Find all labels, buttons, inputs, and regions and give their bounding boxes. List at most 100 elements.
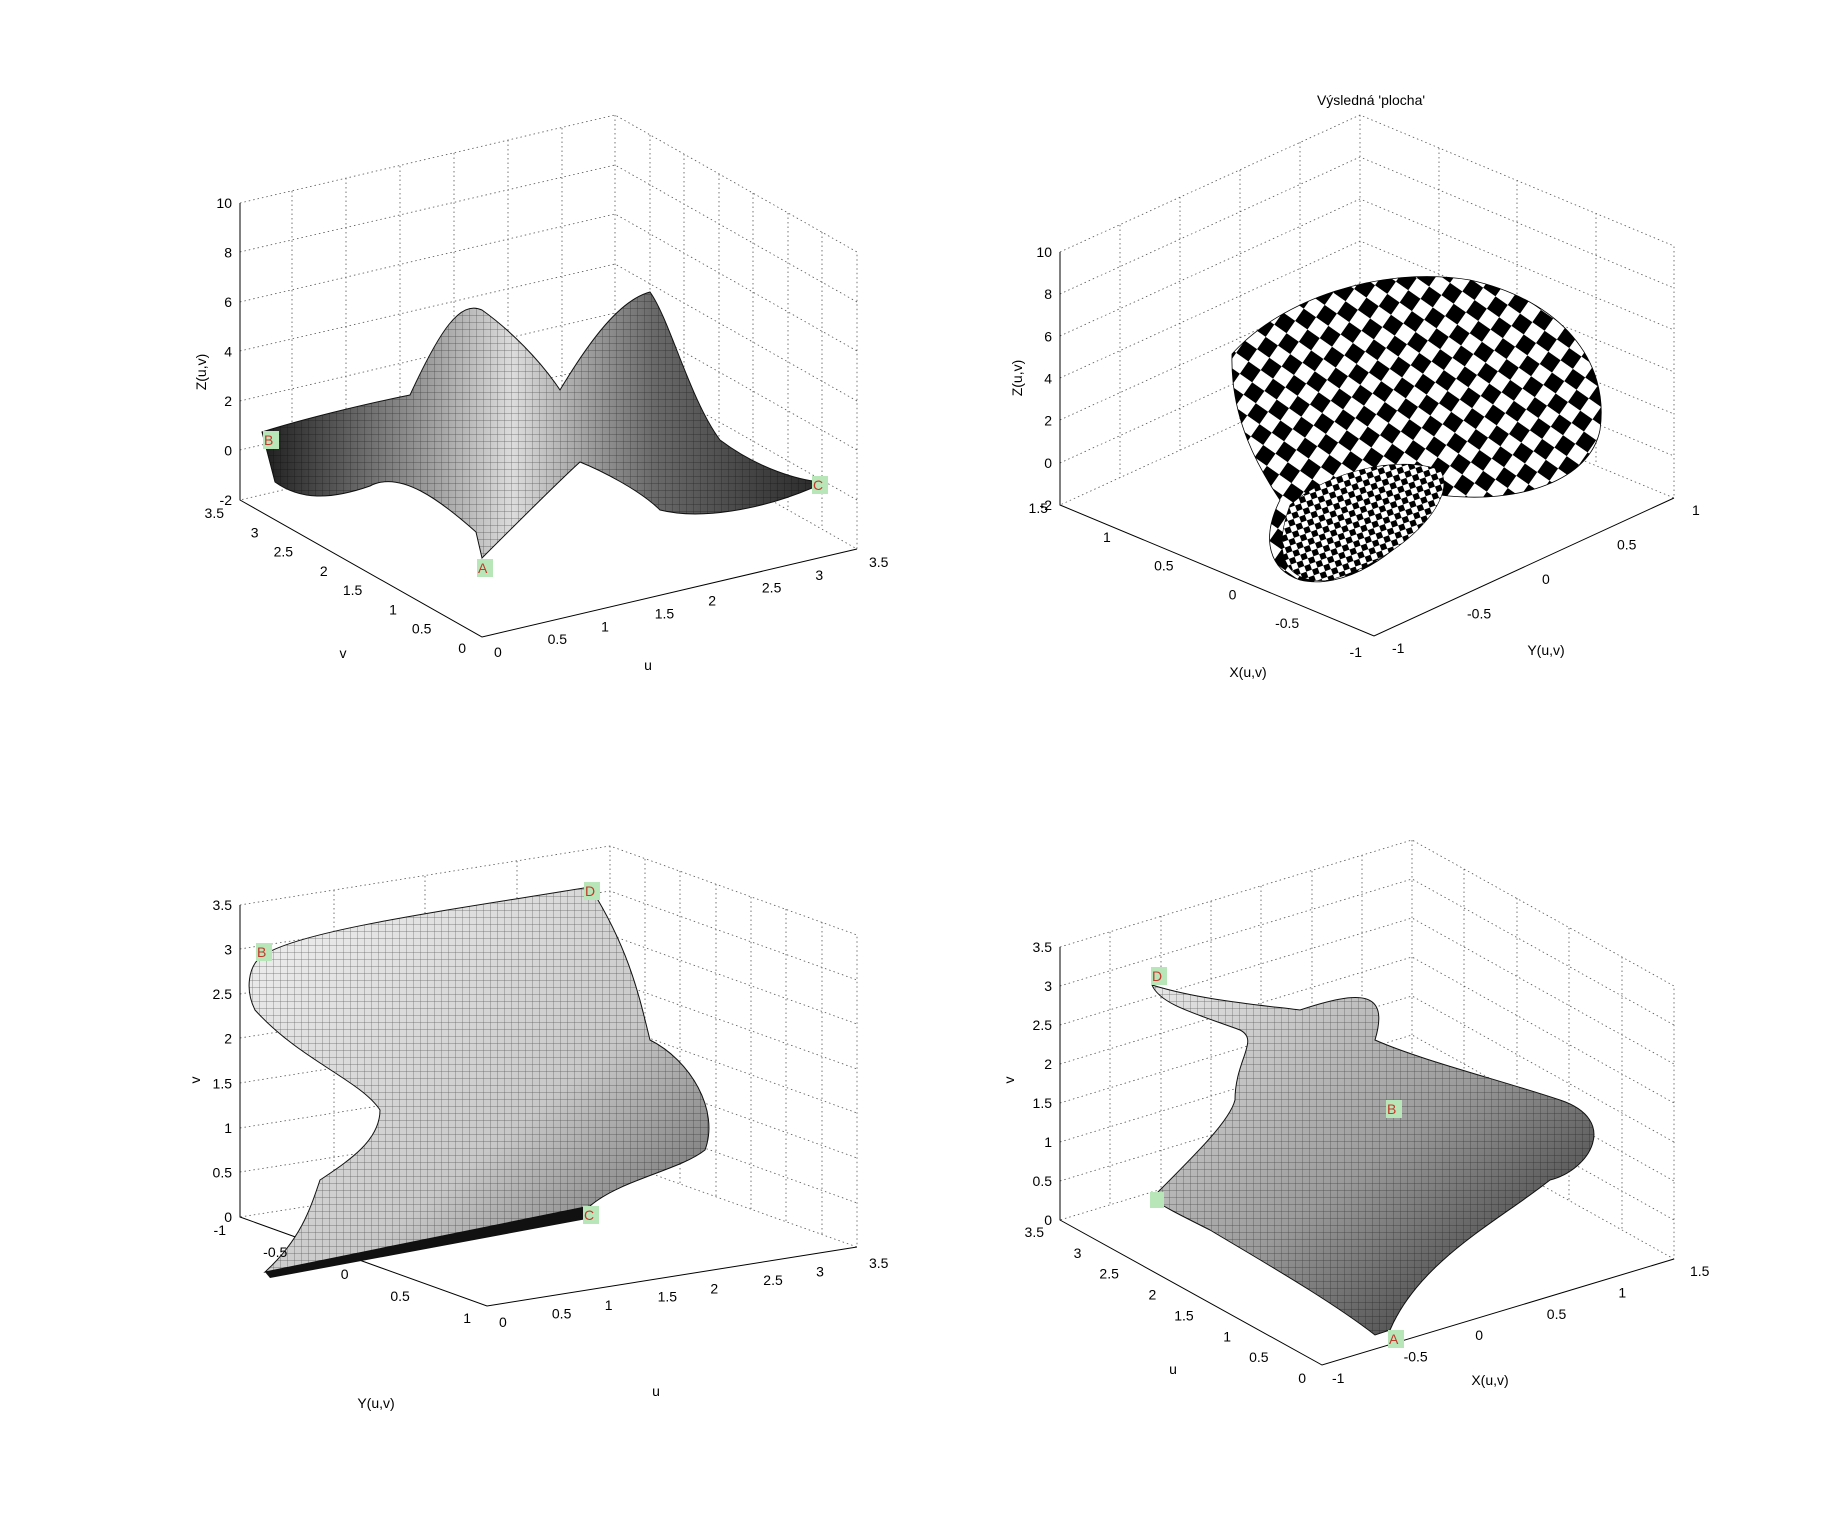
tick-label-3-x: 3 xyxy=(816,1263,824,1279)
tick-label-1-y: 1.5 xyxy=(343,582,363,598)
tick-label-2-z: 6 xyxy=(1044,328,1052,344)
zlabel-1: Z(u,v) xyxy=(193,354,209,391)
tick-label-4-y: 3 xyxy=(1074,1245,1082,1261)
svg-text:B: B xyxy=(257,944,266,960)
marker-3-C: C xyxy=(583,1206,599,1224)
tick-label-3-x: 2.5 xyxy=(763,1272,783,1288)
tick-label-1-x: 1.5 xyxy=(655,605,675,621)
tick-label-3-z: 1.5 xyxy=(213,1075,233,1091)
svg-text:B: B xyxy=(264,432,273,448)
tick-label-2-z: -2 xyxy=(1040,497,1053,513)
zlabel-4: v xyxy=(1001,1077,1017,1084)
tick-label-3-x: 1 xyxy=(605,1297,613,1313)
chart-panel-3: 0 0.5 1 1.5 2 2.5 3 3.5 0 0.5 1 1.5 2 2.5 3 3.5 -1 -0.5 0 0… xyxy=(187,845,889,1411)
axes-box-2 xyxy=(1059,114,1675,637)
tick-label-4-y: 2.5 xyxy=(1099,1266,1119,1282)
tick-label-2-x: 0 xyxy=(1229,586,1237,602)
tick-label-2-z: 0 xyxy=(1044,455,1052,471)
marker-4-D: D xyxy=(1151,967,1167,985)
tick-label-2-z: 4 xyxy=(1044,371,1052,387)
marker-1-A: A xyxy=(477,559,493,577)
tick-label-1-z: 6 xyxy=(224,294,232,310)
tick-label-2-y: 0 xyxy=(1542,571,1550,587)
tick-label-4-x: 1 xyxy=(1618,1284,1626,1300)
tick-label-1-y: 3.5 xyxy=(205,505,225,521)
svg-text:C: C xyxy=(584,1207,594,1223)
tick-label-4-x: 0.5 xyxy=(1547,1306,1567,1322)
tick-label-1-y: 0.5 xyxy=(412,621,432,637)
svg-text:A: A xyxy=(478,560,488,576)
xlabel-1: u xyxy=(644,657,652,673)
tick-label-2-x: 1 xyxy=(1103,529,1111,545)
ylabel-1: v xyxy=(340,645,347,661)
marker-4-B: B xyxy=(1386,1100,1402,1118)
svg-text:B: B xyxy=(1387,1101,1396,1117)
xlabel-2: X(u,v) xyxy=(1229,664,1266,680)
tick-label-4-x: -1 xyxy=(1332,1370,1345,1386)
tick-label-2-x: 0.5 xyxy=(1154,558,1174,574)
zlabel-2: Z(u,v) xyxy=(1009,360,1025,397)
tick-label-4-z: 2 xyxy=(1044,1056,1052,1072)
marker-1-B: B xyxy=(263,431,279,449)
tick-label-2-y: -0.5 xyxy=(1467,606,1491,622)
tick-label-1-y: 1 xyxy=(389,601,397,617)
tick-label-4-z: 3 xyxy=(1044,978,1052,994)
tick-label-3-y: -1 xyxy=(214,1222,227,1238)
chart-panel-2: Výsledná 'plocha' -20246810-1-0.500.511.… xyxy=(1009,92,1700,680)
tick-label-4-z: 0.5 xyxy=(1033,1173,1053,1189)
tick-label-1-z: -2 xyxy=(220,492,233,508)
tick-label-2-z: 8 xyxy=(1044,286,1052,302)
tick-label-1-x: 0 xyxy=(494,644,502,660)
axes-box-1 xyxy=(239,114,858,638)
tick-label-3-x: 2 xyxy=(710,1280,718,1296)
tick-label-4-x: 0 xyxy=(1475,1327,1483,1343)
tick-label-1-y: 3 xyxy=(251,524,259,540)
tick-label-1-x: 3 xyxy=(815,567,823,583)
tick-label-4-z: 1.5 xyxy=(1033,1095,1053,1111)
tick-label-2-z: 10 xyxy=(1036,244,1052,260)
tick-label-4-z: 3.5 xyxy=(1033,939,1053,955)
tick-label-2-z: 2 xyxy=(1044,413,1052,429)
chart-panel-1: -2 0 2 4 6 8 10 0 0.5 1 1.5 2 2.5 3 3.5 0 0.5 1 1.5 2 2.5 3 3.… xyxy=(193,114,889,673)
tick-label-3-y: 1 xyxy=(463,1310,471,1326)
tick-label-1-z: 0 xyxy=(224,443,232,459)
tick-label-1-y: 2 xyxy=(320,563,328,579)
xlabel-3: u xyxy=(652,1383,660,1399)
tick-label-4-y: 2 xyxy=(1149,1287,1157,1303)
tick-label-3-z: 2 xyxy=(224,1031,232,1047)
surface-2-throat xyxy=(1281,463,1445,581)
tick-label-1-z: 8 xyxy=(224,245,232,261)
tick-label-3-z: 3 xyxy=(224,942,232,958)
tick-label-4-y: 3.5 xyxy=(1025,1224,1045,1240)
marker-4-C-box xyxy=(1150,1192,1164,1208)
ylabel-2: Y(u,v) xyxy=(1527,642,1564,658)
tick-label-4-y: 1.5 xyxy=(1174,1307,1194,1323)
tick-label-3-y: 0.5 xyxy=(390,1288,410,1304)
tick-label-4-y: 0.5 xyxy=(1249,1349,1269,1365)
tick-label-4-x: -0.5 xyxy=(1404,1349,1428,1365)
tick-label-1-y: 0 xyxy=(458,640,466,656)
tick-label-1-z: 2 xyxy=(224,393,232,409)
tick-label-3-z: 2.5 xyxy=(213,986,233,1002)
tick-label-3-x: 3.5 xyxy=(869,1255,889,1271)
tick-label-3-z: 0.5 xyxy=(213,1164,233,1180)
tick-label-3-z: 3.5 xyxy=(213,897,233,913)
tick-label-3-x: 1.5 xyxy=(658,1289,678,1305)
ylabel-3: Y(u,v) xyxy=(357,1395,394,1411)
tick-label-1-x: 0.5 xyxy=(548,631,568,647)
tick-label-3-z: 0 xyxy=(224,1209,232,1225)
tick-label-1-z: 10 xyxy=(216,195,232,211)
zlabel-3: v xyxy=(187,1077,203,1084)
tick-label-1-z: 4 xyxy=(224,344,232,360)
tick-label-3-y: -0.5 xyxy=(263,1244,287,1260)
tick-label-4-z: 2.5 xyxy=(1033,1017,1053,1033)
tick-label-4-x: 1.5 xyxy=(1690,1263,1710,1279)
ylabel-4: u xyxy=(1169,1361,1177,1377)
chart-panel-4: 0 0.5 1 1.5 2 2.5 3 3.5 -1 -0.5 0 0.5 1 1.5 0 0.5 1 1.5 2 2… xyxy=(1001,839,1710,1388)
tick-label-2-y: -1 xyxy=(1392,640,1405,656)
tick-label-4-y: 0 xyxy=(1298,1370,1306,1386)
svg-text:D: D xyxy=(1152,968,1162,984)
tick-label-3-x: 0 xyxy=(499,1314,507,1330)
title-2: Výsledná 'plocha' xyxy=(1317,92,1425,108)
